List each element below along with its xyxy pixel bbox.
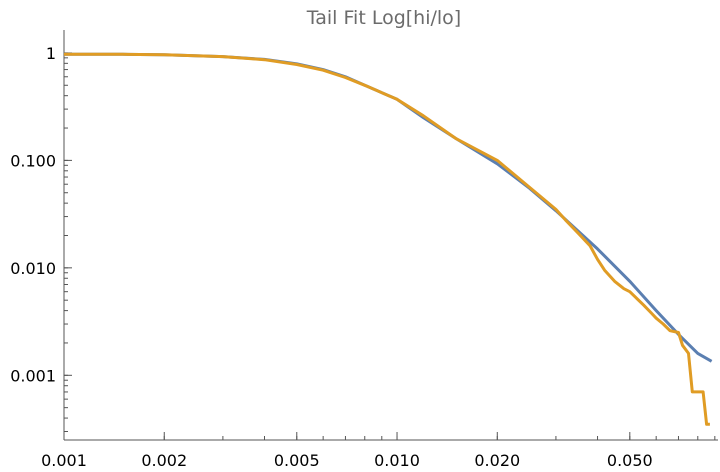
axes: 0.001 0.002 0.005 0.010 0.020 0.050 1 0.100 0.01… [10,30,718,470]
y-tick-label: 0.100 [10,151,56,170]
x-tick-label: 0.050 [607,451,653,470]
x-tick-label: 0.020 [474,451,520,470]
y-tick-label: 1 [46,44,56,63]
chart-title: Tail Fit Log[hi/lo] [306,7,461,29]
series-layer [64,52,713,426]
x-tick-label: 0.010 [374,451,420,470]
x-tick-label: 0.005 [274,451,320,470]
series-line-2 [64,52,710,426]
series-line-1 [64,52,713,363]
x-tick-label: 0.001 [41,451,87,470]
y-tick-label: 0.001 [10,366,56,385]
x-tick-label: 0.002 [141,451,187,470]
y-tick-label: 0.010 [10,259,56,278]
